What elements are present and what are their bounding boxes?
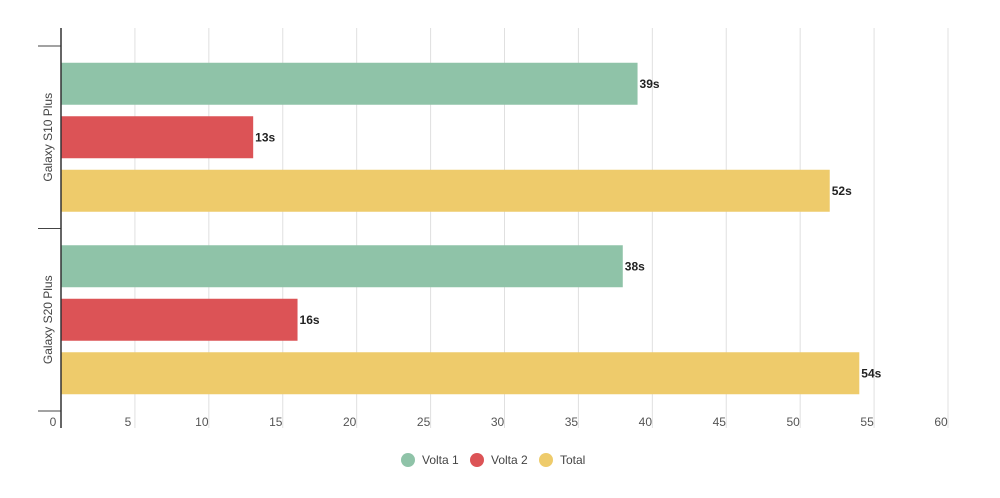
data-label: 54s <box>861 366 881 380</box>
legend-label: Volta 1 <box>422 453 459 467</box>
x-tick-label: 5 <box>125 415 132 429</box>
x-tick-label: 35 <box>565 415 579 429</box>
bars: 39s 13s 52s 38s 16s 54s <box>61 62 882 395</box>
axes: 0 5 10 15 20 25 30 35 40 45 50 55 60 Galaxy S10 Plus G… <box>38 28 948 429</box>
x-tick-label: 60 <box>934 415 948 429</box>
x-tick-label: 55 <box>860 415 874 429</box>
bar-volta-2 <box>61 298 298 341</box>
category-label: Galaxy S10 Plus <box>41 93 55 182</box>
legend-marker <box>401 453 415 467</box>
x-tick-label: 50 <box>786 415 800 429</box>
legend-marker <box>470 453 484 467</box>
x-tick-label: 10 <box>195 415 209 429</box>
bar-volta-2 <box>61 116 254 159</box>
bar-volta-1 <box>61 245 623 288</box>
x-tick-label: 40 <box>639 415 653 429</box>
x-tick-label: 25 <box>417 415 431 429</box>
legend-label: Volta 2 <box>491 453 528 467</box>
bar-volta-1 <box>61 62 638 105</box>
legend: Volta 1 Volta 2 Total <box>401 453 585 467</box>
legend-marker <box>539 453 553 467</box>
bar-total <box>61 169 830 212</box>
data-label: 39s <box>640 77 660 91</box>
category-label: Galaxy S20 Plus <box>41 275 55 364</box>
data-label: 52s <box>832 184 852 198</box>
bar-total <box>61 352 860 395</box>
legend-label: Total <box>560 453 585 467</box>
x-tick-label: 0 <box>50 415 57 429</box>
x-tick-label: 15 <box>269 415 283 429</box>
data-label: 38s <box>625 259 645 273</box>
data-label: 13s <box>255 130 275 144</box>
x-tick-label: 20 <box>343 415 357 429</box>
data-label: 16s <box>300 313 320 327</box>
x-tick-label: 30 <box>491 415 505 429</box>
x-tick-label: 45 <box>713 415 727 429</box>
